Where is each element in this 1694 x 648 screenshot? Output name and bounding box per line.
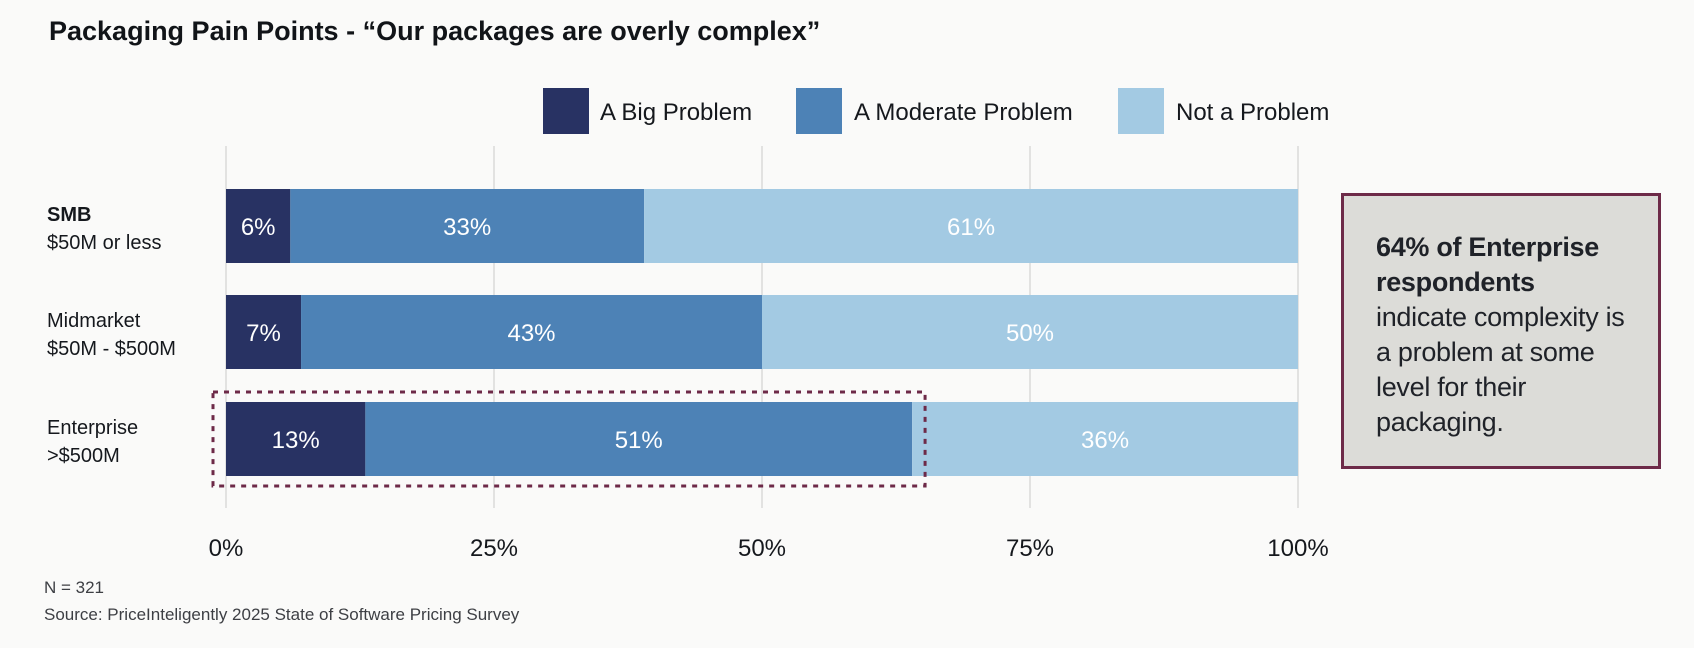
legend-swatch-not-a-problem [1118,88,1164,134]
enterprise-highlight [211,390,927,488]
legend-label-not-a-problem: Not a Problem [1176,99,1329,126]
chart-title: Packaging Pain Points - “Our packages ar… [49,16,820,46]
data-label-midmarket-a-big-problem: 7% [246,320,281,347]
legend-label-a-moderate-problem: A Moderate Problem [854,99,1073,126]
category-sublabel-midmarket: $50M - $500M [47,338,176,360]
bar-smb-not-a-problem [644,189,1298,263]
category-label-smb: SMB [47,204,91,226]
bar-smb-a-big-problem [226,189,291,263]
callout-bold-text: 64% of Enterprise respondents [1376,232,1599,297]
bar-midmarket-a-moderate-problem [301,295,762,369]
x-tick-label-100: 100% [1267,535,1328,562]
legend-swatch-a-moderate-problem [796,88,842,134]
category-sublabel-enterprise: >$500M [47,445,120,467]
bar-enterprise-a-big-problem [226,402,366,476]
category-label-midmarket: Midmarket [47,310,141,332]
source-note: Source: PriceInteligently 2025 State of … [44,605,520,624]
category-sublabel-smb: $50M or less [47,232,162,254]
data-label-smb-a-big-problem: 6% [241,214,276,241]
category-label-enterprise: Enterprise [47,417,138,439]
x-tick-label-50: 50% [738,535,786,562]
bar-smb-a-moderate-problem [290,189,645,263]
bar-midmarket-not-a-problem [762,295,1298,369]
x-axis: 0% 25% 50% 75% 100% [209,535,1329,562]
x-tick-label-75: 75% [1006,535,1054,562]
bar-enterprise-not-a-problem [912,402,1298,476]
bars: 6% 33% 61% 7% 43% 50% 13% 51% 36% [226,189,1298,476]
legend-label-a-big-problem: A Big Problem [600,99,752,126]
bar-enterprise-a-moderate-problem [365,402,913,476]
data-label-smb-not-a-problem: 61% [947,214,995,241]
highlight-box [211,390,927,488]
data-label-midmarket-not-a-problem: 50% [1006,320,1054,347]
legend-swatch-a-big-problem [543,88,589,134]
x-tick-label-0: 0% [209,535,244,562]
x-tick-label-25: 25% [470,535,518,562]
callout-text: indicate complexity is a problem at some… [1376,302,1625,437]
bar-midmarket-a-big-problem [226,295,302,369]
data-label-smb-a-moderate-problem: 33% [443,214,491,241]
data-label-enterprise-a-big-problem: 13% [272,427,320,454]
category-labels: SMB $50M or less Midmarket $50M - $500M Ente… [47,204,176,467]
callout-box: 64% of Enterprise respondents indicate c… [1341,193,1661,469]
sample-size-note: N = 321 [44,578,105,597]
legend: A Big Problem A Moderate Problem Not a Pro… [543,88,1329,134]
data-label-enterprise-not-a-problem: 36% [1081,427,1129,454]
data-label-enterprise-a-moderate-problem: 51% [615,427,663,454]
data-label-midmarket-a-moderate-problem: 43% [507,320,555,347]
